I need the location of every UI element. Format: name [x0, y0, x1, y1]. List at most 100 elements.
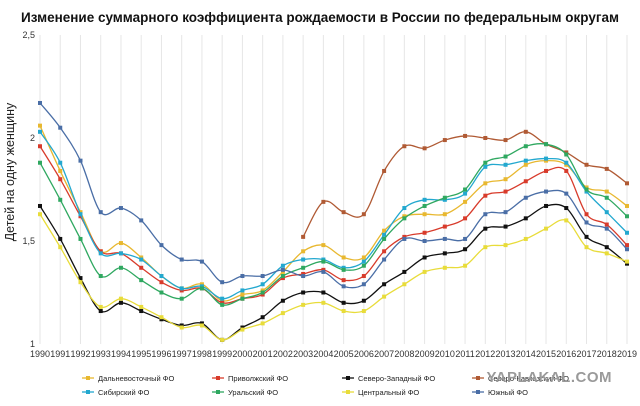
series-0-point: [341, 255, 346, 260]
series-7-point: [301, 274, 306, 279]
x-tick-label: 1994: [111, 349, 131, 359]
series-5-point: [341, 267, 346, 272]
series-4: [38, 129, 629, 301]
series-4-point: [199, 284, 204, 289]
series-3-point: [422, 146, 427, 151]
series-0-point: [280, 269, 285, 274]
series-3-point: [321, 199, 326, 204]
series-3-point: [361, 212, 366, 217]
series-4-point: [544, 156, 549, 161]
series-7-point: [260, 274, 265, 279]
series-4-point: [260, 282, 265, 287]
series-0-point: [321, 243, 326, 248]
x-tick-label: 2016: [556, 349, 576, 359]
series-6-point: [463, 263, 468, 268]
series-0-point: [240, 292, 245, 297]
series-6-point: [321, 300, 326, 305]
watermark: YAPLAKAL.COM: [487, 369, 612, 386]
series-2-point: [38, 203, 42, 208]
series-7-point: [321, 269, 326, 274]
series-0-point: [58, 168, 63, 173]
series-3-point: [584, 162, 589, 167]
series-6-point: [159, 315, 164, 320]
series-7-point: [220, 280, 225, 285]
x-tick-label: 2018: [597, 349, 617, 359]
series-4-point: [98, 251, 103, 256]
series-4-point: [442, 197, 447, 202]
series-7-point: [118, 206, 123, 211]
series-5-point: [625, 214, 629, 219]
series-5-point: [240, 296, 245, 301]
series-7-point: [463, 236, 468, 241]
legend-item[interactable]: Дальневосточный ФО: [82, 374, 174, 383]
series-0-point: [220, 298, 225, 303]
legend-item[interactable]: Сибирский ФО: [82, 388, 149, 397]
series-5-point: [199, 286, 204, 291]
series-1-point: [382, 249, 387, 254]
series-5-point: [382, 236, 387, 241]
series-4-point: [38, 129, 42, 134]
x-tick-label: 1991: [50, 349, 70, 359]
x-tick-label: 2017: [577, 349, 597, 359]
series-4-point: [159, 274, 164, 279]
series-6-point: [564, 218, 569, 223]
series-4-point: [280, 263, 285, 268]
series-5-point: [78, 236, 83, 241]
y-tick-label: 2: [30, 133, 35, 143]
x-tick-label: 1993: [91, 349, 111, 359]
series-0-point: [584, 185, 589, 190]
series-0-point: [260, 288, 265, 293]
series-4-point: [78, 212, 83, 217]
series-4-point: [422, 197, 427, 202]
y-tick-label: 2,5: [22, 30, 35, 40]
series-5-point: [604, 195, 609, 200]
series-6-point: [604, 251, 609, 256]
series-4-point: [382, 232, 387, 237]
series-2-point: [422, 255, 427, 260]
series-4-line: [39, 131, 628, 300]
legend-item[interactable]: Северо-Западный ФО: [342, 374, 435, 383]
series-7-point: [98, 210, 103, 215]
series-group: [38, 100, 629, 342]
series-3: [301, 129, 629, 239]
legend-item[interactable]: Приволжский ФО: [212, 374, 288, 383]
legend-item[interactable]: Центральный ФО: [342, 388, 419, 397]
series-0-point: [402, 214, 407, 219]
y-axis-label: Детей на одну женщину: [3, 102, 17, 241]
series-1-point: [442, 224, 447, 229]
x-tick-label: 2000: [232, 349, 252, 359]
series-0-point: [361, 255, 366, 260]
series-1-point: [78, 214, 83, 219]
series-2-point: [301, 290, 306, 295]
series-6-point: [341, 309, 346, 314]
legend-marker: [216, 376, 220, 380]
legend-item[interactable]: Северо-Кавказский ФО: [472, 374, 569, 383]
x-tick-label: 2009: [415, 349, 435, 359]
series-3-point: [301, 234, 306, 239]
series-5-point: [584, 187, 589, 192]
series-0-point: [544, 158, 549, 163]
series-4-point: [584, 189, 589, 194]
series-4-point: [301, 257, 306, 262]
series-4-point: [220, 296, 225, 301]
series-3-point: [604, 166, 609, 171]
series-7-point: [159, 243, 164, 248]
series-0-point: [523, 162, 528, 167]
series-2-point: [240, 325, 245, 330]
series-5-point: [442, 195, 447, 200]
series-1-point: [625, 243, 629, 248]
series-7-point: [483, 212, 488, 217]
series-3-point: [442, 138, 447, 143]
x-tick-label: 2019: [617, 349, 637, 359]
series-2-point: [260, 315, 265, 320]
legend-item[interactable]: Южный ФО: [472, 388, 528, 397]
series-5-point: [260, 290, 265, 295]
series-7-point: [280, 267, 285, 272]
legend-item[interactable]: Уральский ФО: [212, 388, 278, 397]
legend-marker: [86, 390, 90, 394]
series-5-point: [463, 187, 468, 192]
series-5-point: [402, 216, 407, 221]
series-5-point: [220, 302, 225, 307]
series-1-point: [321, 267, 326, 272]
x-tick-label: 1996: [151, 349, 171, 359]
